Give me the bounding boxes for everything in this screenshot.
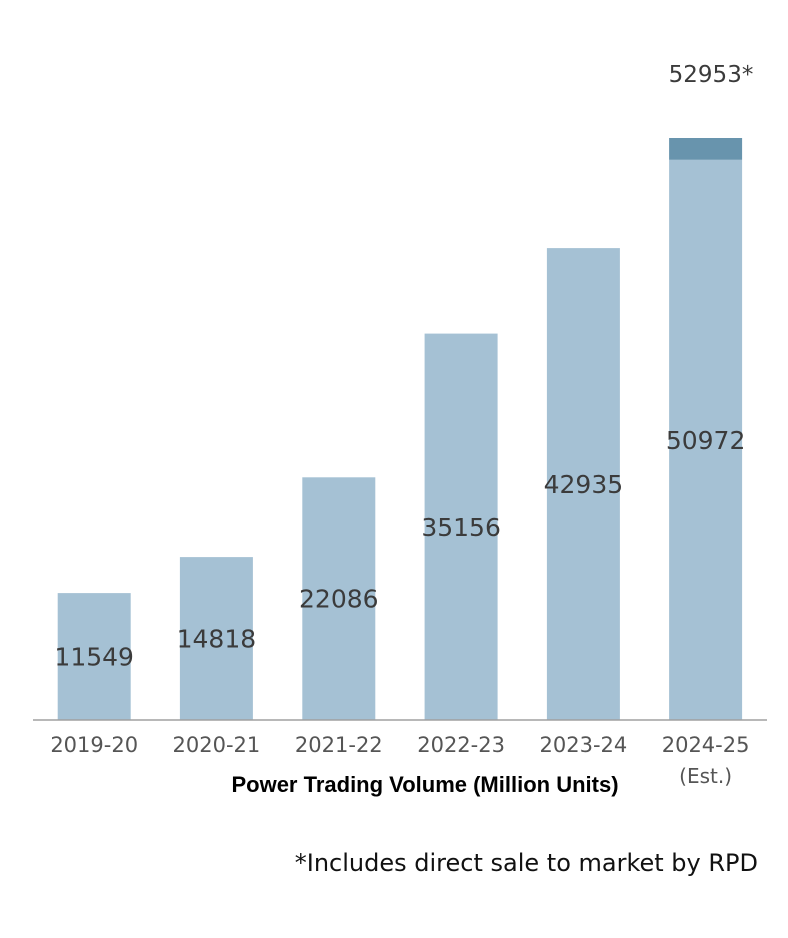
x-tick-label: 2024-25 [662, 733, 750, 757]
bar-2024-25 [669, 159, 743, 721]
total-value-label: 52953* [669, 62, 754, 88]
x-axis-title: Power Trading Volume (Million Units) [231, 772, 618, 797]
x-tick-sublabel: (Est.) [679, 764, 732, 788]
x-tick-label: 2022-23 [417, 733, 505, 757]
bar-value-label: 11549 [54, 643, 134, 672]
bar-value-label: 14818 [177, 625, 257, 654]
bar-2023-24 [546, 248, 620, 720]
bar-value-label: 35156 [421, 513, 501, 542]
bar-value-label: 22086 [299, 585, 379, 614]
bar-extra-segment [669, 138, 743, 160]
bar-value-label: 42935 [544, 470, 624, 499]
bar-value-label: 50972 [666, 426, 746, 455]
bar-2022-23 [424, 333, 498, 720]
x-tick-label: 2020-21 [173, 733, 261, 757]
bar-value-labels: 11549 14818 22086 35156 42935 50972 [54, 426, 745, 672]
bars-layer [57, 138, 743, 721]
footnote-text: *Includes direct sale to market by RPD [295, 849, 758, 877]
bar-2020-21 [179, 557, 253, 720]
x-tick-label: 2023-24 [540, 733, 628, 757]
x-axis-tick-labels: 2019-20 2020-21 2021-22 2022-23 2023-24 2024-… [50, 733, 749, 788]
bar-2021-22 [302, 477, 376, 720]
x-tick-label: 2021-22 [295, 733, 383, 757]
x-tick-label: 2019-20 [50, 733, 138, 757]
bar-2019-20 [57, 593, 131, 720]
